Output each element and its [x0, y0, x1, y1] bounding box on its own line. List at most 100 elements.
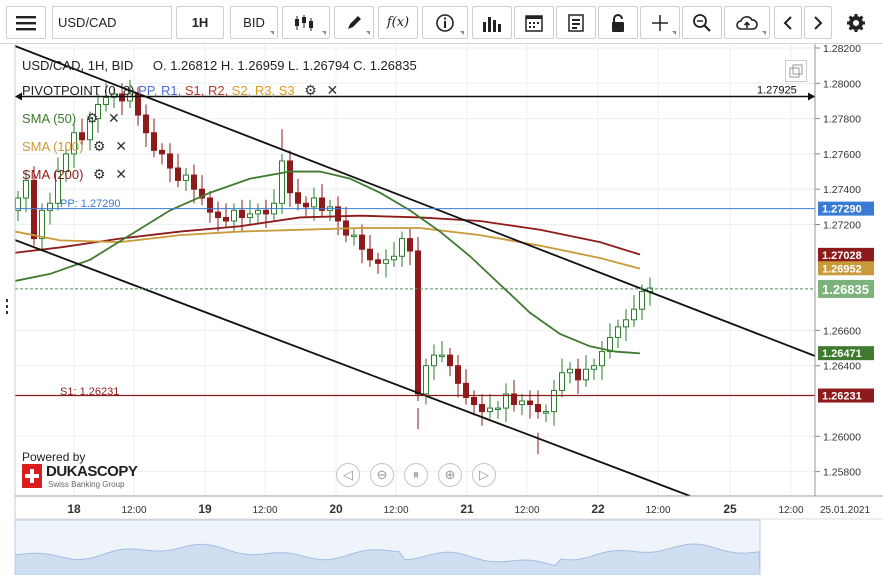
candle: [87, 111, 93, 151]
pivot-close-icon[interactable]: ✕: [326, 82, 339, 98]
navigator[interactable]: [14, 519, 883, 575]
menu-button[interactable]: [6, 6, 46, 39]
navigator-series: [14, 543, 761, 575]
price-axis: 1.28200 1.28000 1.27800 1.27600 1.27400 1.272…: [14, 44, 874, 575]
price-type-button[interactable]: BID: [230, 6, 278, 39]
scroll-right-button[interactable]: [804, 6, 832, 39]
draw-tool-button[interactable]: [334, 6, 374, 39]
candle: [615, 319, 621, 349]
candle: [55, 157, 61, 211]
candle: [551, 379, 557, 426]
panel-drag-handle[interactable]: [4, 298, 10, 316]
candle: [519, 393, 525, 416]
candle: [127, 79, 133, 109]
last-price-label: 1.26835: [818, 279, 874, 298]
candle: [287, 150, 293, 207]
cloud-button[interactable]: [724, 6, 770, 39]
time-tick: 22: [591, 502, 605, 516]
candle: [159, 143, 165, 165]
time-tick: 12:00: [383, 505, 408, 516]
time-tick: 21: [460, 502, 474, 516]
time-tick: 12:00: [121, 505, 146, 516]
pivot-level-1: R1,: [157, 83, 182, 98]
magnifier-icon: [693, 13, 711, 32]
nav-next-button[interactable]: ▷: [472, 463, 496, 487]
candle: [607, 323, 613, 359]
sma50-close-icon[interactable]: ✕: [108, 110, 120, 126]
sma50-price-label: 1.26471: [818, 346, 874, 361]
zoom-button[interactable]: [682, 6, 722, 39]
maximize-button[interactable]: [785, 60, 807, 82]
candle: [375, 252, 381, 274]
ohlc-legend: USD/CAD, 1H, BID O. 1.26812 H. 1.26959 L…: [22, 58, 417, 73]
candle: [623, 309, 629, 341]
channel-lower-line: [15, 239, 691, 496]
candle: [71, 122, 77, 169]
candle: [463, 369, 469, 405]
candle: [631, 295, 637, 327]
candle: [255, 203, 261, 225]
svg-text:1.27028: 1.27028: [822, 250, 862, 262]
info-button[interactable]: [422, 6, 468, 39]
nav-prev-button[interactable]: ◁: [336, 463, 360, 487]
sma100-legend: SMA (100) ⚙ ✕: [22, 138, 127, 155]
settings-button[interactable]: [838, 6, 874, 39]
calendar-button[interactable]: [514, 6, 554, 39]
crosshair-icon: [652, 14, 668, 31]
pivot-settings-icon[interactable]: ⚙: [304, 82, 317, 98]
candle: [215, 201, 221, 232]
volume-button[interactable]: [472, 6, 512, 39]
candle: [319, 183, 325, 218]
powered-by-label: Powered by: [22, 450, 86, 464]
price-tick: 1.27400: [823, 184, 861, 196]
sma50-settings-icon[interactable]: ⚙: [85, 110, 99, 126]
candle: [295, 178, 301, 211]
sma100-close-icon[interactable]: ✕: [115, 138, 127, 154]
candle: [575, 358, 581, 394]
sma200-close-icon[interactable]: ✕: [115, 166, 127, 182]
timeframe-button[interactable]: 1H: [176, 6, 224, 39]
fx-icon: f(x): [386, 15, 410, 30]
calendar-icon: [525, 14, 543, 32]
nav-zoom-out-button[interactable]: ⊖: [370, 463, 394, 487]
scroll-left-button[interactable]: [774, 6, 802, 39]
candle: [31, 166, 37, 246]
candle: [279, 153, 285, 214]
info-icon: [436, 13, 454, 32]
pivot-levels: PP, R1, S1, R2, S2, R3, S3: [138, 83, 295, 98]
pivot-legend: PIVOTPOINT (0, 8) PP, R1, S1, R2, S2, R3…: [22, 82, 338, 99]
time-axis: 18 12:00 19 12:00 20 12:00 21 12:00 22 12:00 25 12:…: [15, 495, 883, 520]
reset-icon: ⏸: [412, 467, 420, 482]
template-button[interactable]: [556, 6, 596, 39]
candle: [95, 93, 101, 133]
time-tick: 25: [723, 502, 737, 516]
lock-button[interactable]: [598, 6, 638, 39]
candle: [311, 187, 317, 221]
navigator-window: [14, 519, 761, 575]
candle: [175, 153, 181, 188]
time-tick: 12:00: [514, 505, 539, 516]
svg-text:1.26231: 1.26231: [822, 391, 862, 403]
price-chart[interactable]: 1.27925 1.28200 1.28000 1.27800 1.27600 1.27…: [0, 44, 883, 575]
nav-reset-button[interactable]: ⏸: [404, 463, 428, 487]
candle: [567, 362, 573, 384]
crosshair-button[interactable]: [640, 6, 680, 39]
document-icon: [568, 13, 584, 32]
candle: [543, 404, 549, 423]
ohlc-values: O. 1.26812 H. 1.26959 L. 1.26794 C. 1.26…: [152, 58, 417, 73]
candle: [151, 118, 157, 158]
instrument-label: USD/CAD, 1H, BID: [22, 58, 134, 73]
horizontal-line-price: 1.27925: [757, 85, 797, 97]
sma100-price-label: 1.26952: [818, 261, 874, 276]
sma100-settings-icon[interactable]: ⚙: [93, 138, 106, 154]
chevron-right-icon: [814, 15, 823, 30]
nav-zoom-in-button[interactable]: ⊕: [438, 463, 462, 487]
candle: [223, 203, 229, 229]
sma200-settings-icon[interactable]: ⚙: [93, 166, 106, 182]
symbol-input[interactable]: [52, 6, 172, 39]
triangle-right-icon: ▷: [479, 467, 489, 482]
indicators-button[interactable]: f(x): [378, 6, 418, 39]
candle: [143, 104, 149, 147]
chart-type-button[interactable]: [282, 6, 330, 39]
pivot-level-6: S3: [275, 83, 295, 98]
